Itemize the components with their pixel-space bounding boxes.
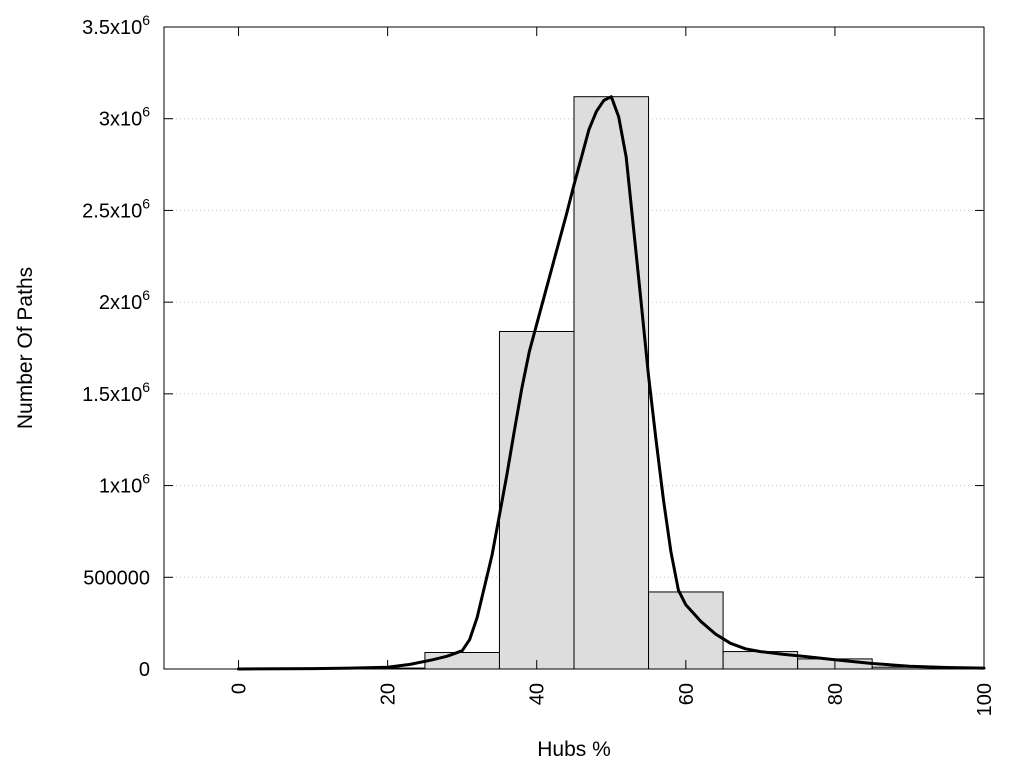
gridlines	[164, 118, 984, 578]
histogram-bars	[349, 96, 948, 670]
x-tick-label: 40	[527, 683, 549, 705]
histogram-bar	[573, 96, 650, 670]
x-tick-label: 60	[676, 683, 698, 705]
histogram-bar	[424, 651, 500, 670]
y-tick-label: 3.5x106	[82, 12, 150, 39]
y-tick-label: 2x106	[99, 287, 150, 314]
x-tick-label: 100	[974, 683, 996, 716]
y-tick-label: 0	[139, 659, 150, 681]
x-tick-label: 0	[229, 683, 251, 694]
y-tick-label: 500000	[83, 567, 150, 589]
y-tick-label: 3x106	[99, 104, 150, 131]
plot-area-frame	[163, 26, 985, 670]
y-axis-title: Number Of Paths	[14, 267, 37, 429]
x-tick-label: 80	[825, 683, 847, 705]
y-tick-label: 1x106	[99, 471, 150, 498]
y-tick-label: 1.5x106	[82, 379, 150, 406]
density-curve	[237, 95, 986, 671]
x-tick-labels: 0 20 40 60 80 100	[229, 683, 996, 716]
density-curve-layer	[237, 95, 986, 671]
x-axis-title: Hubs %	[537, 738, 611, 761]
histogram-bar	[498, 330, 575, 670]
y-tick-label: 2.5x106	[82, 195, 150, 222]
x-tick-label: 20	[378, 683, 400, 705]
y-tick-labels: 0 500000 1x106 1.5x106 2x106 2.5x106 3x106 3.5x…	[82, 12, 150, 681]
